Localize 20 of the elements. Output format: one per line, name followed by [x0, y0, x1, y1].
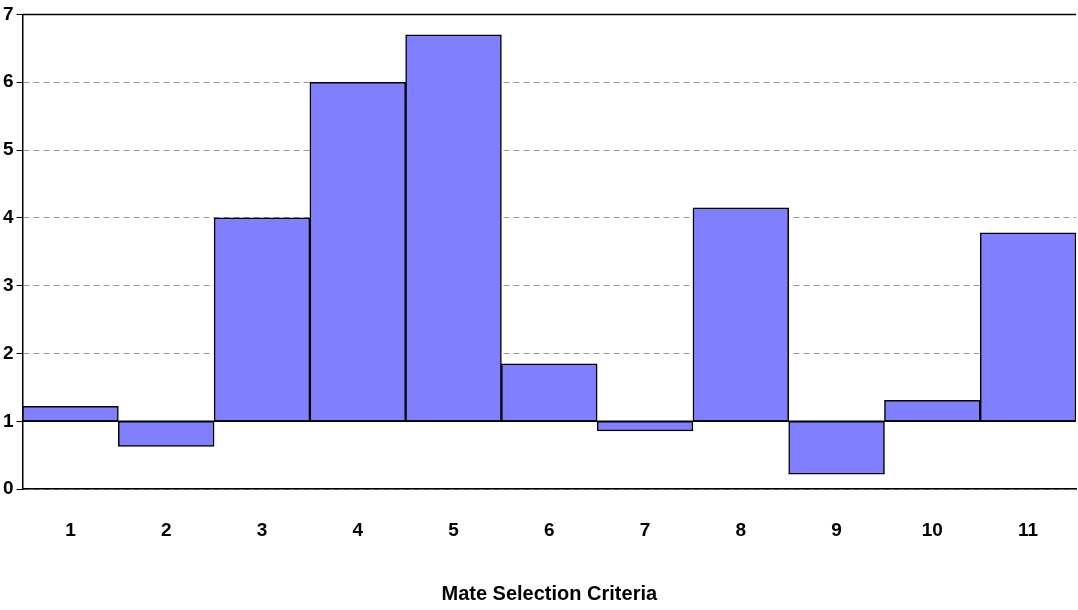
x-tick-label: 3 — [256, 518, 268, 540]
y-tick-label: 3 — [2, 273, 14, 295]
y-tick-label: 0 — [2, 477, 14, 499]
x-tick-label: 1 — [65, 518, 77, 540]
y-tick-label: 5 — [2, 138, 14, 160]
y-tick-label: 4 — [2, 206, 14, 228]
y-tick-label: 1 — [2, 409, 14, 431]
x-tick-label: 6 — [543, 518, 555, 540]
x-tick-label: 9 — [831, 518, 842, 540]
y-tick-label: 2 — [2, 341, 14, 363]
x-tick-label: 8 — [735, 518, 747, 540]
x-axis-title: Mate Selection Criteria — [441, 581, 658, 604]
x-tick-label: 11 — [1018, 518, 1039, 540]
x-tick-label: 7 — [639, 518, 651, 540]
x-tick-label: 2 — [160, 518, 172, 540]
x-tick-label: 10 — [921, 518, 943, 540]
y-tick-label: 7 — [2, 2, 14, 24]
y-tick-label: 6 — [2, 70, 14, 92]
x-tick-label: 5 — [448, 518, 460, 540]
x-tick-label: 4 — [352, 518, 364, 540]
